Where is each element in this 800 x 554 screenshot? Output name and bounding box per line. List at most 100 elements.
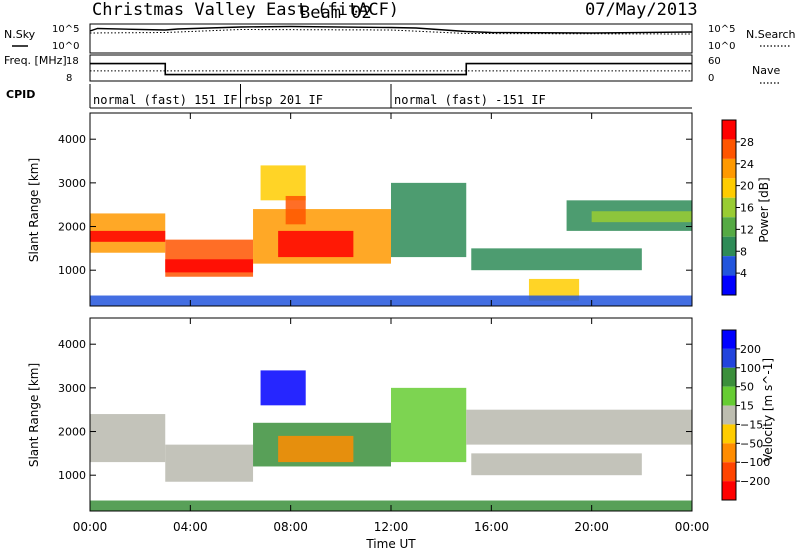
colorbar-cell — [722, 120, 736, 140]
cpid-segment-label: rbsp 201 IF — [244, 93, 323, 107]
time-axis-ticks: 00:00 04:00 08:00 12:00 16:00 20:00 00:00 — [73, 113, 710, 534]
colorbar-cell — [722, 348, 736, 368]
scatter-region — [90, 414, 166, 463]
freq-left-tick-top: 18 — [66, 56, 79, 67]
x-tick-label: 20:00 — [574, 520, 609, 534]
noise-panel-frame — [89, 23, 693, 54]
x-tick-label: 00:00 — [675, 520, 710, 534]
scatter-region — [90, 230, 166, 242]
colorbar-cell — [722, 158, 736, 179]
frequency-series — [90, 62, 692, 76]
colorbar-tick-label: 16 — [740, 202, 754, 215]
scatter-region — [466, 409, 692, 445]
colorbar-cell — [722, 481, 736, 500]
time-axis-label: Time UT — [365, 537, 416, 551]
power-ylabel: Slant Range [km] — [27, 158, 41, 262]
colorbar-cell — [722, 139, 736, 159]
colorbar-cell — [722, 197, 736, 218]
x-tick-label: 04:00 — [173, 520, 208, 534]
colorbar-cell — [722, 330, 736, 349]
y-tick-label: 3000 — [58, 177, 86, 190]
velocity-y-ticks: 1000 2000 3000 4000 — [58, 338, 692, 482]
colorbar-cell — [722, 443, 736, 463]
y-tick-label: 1000 — [58, 469, 86, 482]
colorbar-cell — [722, 367, 736, 387]
scatter-region — [285, 195, 306, 225]
colorbar-tick-label: 8 — [740, 245, 747, 258]
nave-right-label: Nave — [752, 64, 780, 77]
velocity-scatter — [90, 370, 692, 511]
frequency-panel-frame — [89, 54, 693, 82]
date-label: 07/May/2013 — [585, 0, 698, 20]
colorbar-cell — [722, 405, 736, 425]
colorbar-tick-label: 4 — [740, 267, 747, 280]
colorbar-tick-label: 20 — [740, 180, 754, 193]
colorbar-tick-label: 12 — [740, 223, 754, 236]
y-tick-label: 1000 — [58, 264, 86, 277]
x-tick-label: 00:00 — [73, 520, 108, 534]
noise-left-label: N.Sky — [4, 28, 36, 41]
x-tick-label: 12:00 — [374, 520, 409, 534]
x-tick-label: 08:00 — [273, 520, 308, 534]
noise-right-tick-top: 10^5 — [708, 24, 735, 35]
freq-left-label: Freq. [MHz] — [4, 54, 67, 67]
y-tick-label: 4000 — [58, 133, 86, 146]
cpid-segment-label: normal (fast) 151 IF — [93, 93, 238, 107]
scatter-region — [471, 453, 642, 476]
scatter-region — [278, 230, 354, 258]
beam-label: Beam 02 — [300, 3, 372, 23]
noise-left-tick-top: 10^5 — [52, 24, 79, 35]
colorbar-cell — [722, 462, 736, 482]
noise-right-tick-bottom: 10^0 — [708, 41, 735, 52]
noise-panel: N.Sky 10^5 10^0 10^5 10^0 N.Search — [4, 23, 796, 54]
velocity-colorbar: Velocity [m s^-1] 200 100 50 15 −15 −50 −100 −2… — [721, 329, 775, 501]
colorbar-cell — [722, 275, 736, 295]
colorbar-tick-label: −15 — [740, 418, 763, 431]
power-colorbar: Power [dB] 4 8 12 16 20 24 28 — [721, 119, 771, 296]
y-tick-label: 2000 — [58, 426, 86, 439]
scatter-region — [591, 211, 692, 223]
colorbar-cell — [722, 178, 736, 198]
colorbar-tick-label: 24 — [740, 158, 754, 171]
scatter-region — [260, 165, 306, 201]
colorbar-tick-label: 28 — [740, 136, 754, 149]
colorbar-tick-label: 15 — [740, 400, 754, 413]
power-scatter — [90, 165, 692, 306]
colorbar-tick-label: 200 — [740, 343, 761, 356]
scatter-region — [391, 387, 467, 463]
noise-right-label: N.Search — [746, 28, 796, 41]
colorbar-tick-label: −50 — [740, 437, 763, 450]
station-title: Christmas Valley East (fitACF) — [92, 0, 399, 20]
freq-right-tick-bottom: 0 — [708, 73, 714, 84]
y-tick-label: 3000 — [58, 382, 86, 395]
noise-sky-series — [89, 25, 693, 34]
scatter-region — [260, 370, 306, 406]
power-colorbar-label: Power [dB] — [757, 177, 771, 242]
freq-right-tick-top: 60 — [708, 56, 721, 67]
colorbar-tick-label: −100 — [740, 456, 770, 469]
scatter-region — [165, 259, 254, 273]
power-panel: 1000 2000 3000 4000 Slant Range [km] — [27, 112, 693, 307]
power-y-ticks: 1000 2000 3000 4000 — [58, 133, 692, 277]
noise-search-series — [89, 28, 693, 35]
cpid-panel: CPID normal (fast) 151 IF rbsp 201 IF norm… — [6, 84, 692, 109]
noise-left-tick-bottom: 10^0 — [52, 41, 79, 52]
frequency-panel: Freq. [MHz] 18 8 60 0 Nave — [4, 54, 780, 84]
scatter-region — [391, 182, 467, 258]
x-tick-label: 16:00 — [474, 520, 509, 534]
scatter-region — [278, 435, 354, 463]
y-tick-label: 2000 — [58, 221, 86, 234]
colorbar-tick-label: 100 — [740, 362, 761, 375]
colorbar-cell — [722, 217, 736, 237]
velocity-ylabel: Slant Range [km] — [27, 363, 41, 467]
colorbar-tick-label: 50 — [740, 381, 754, 394]
colorbar-cell — [722, 386, 736, 406]
cpid-segment-label: normal (fast) -151 IF — [394, 93, 546, 107]
colorbar-cell — [722, 256, 736, 276]
velocity-colorbar-label: Velocity [m s^-1] — [761, 358, 775, 462]
colorbar-frame — [721, 329, 737, 501]
y-tick-label: 4000 — [58, 338, 86, 351]
scatter-region — [165, 444, 254, 482]
